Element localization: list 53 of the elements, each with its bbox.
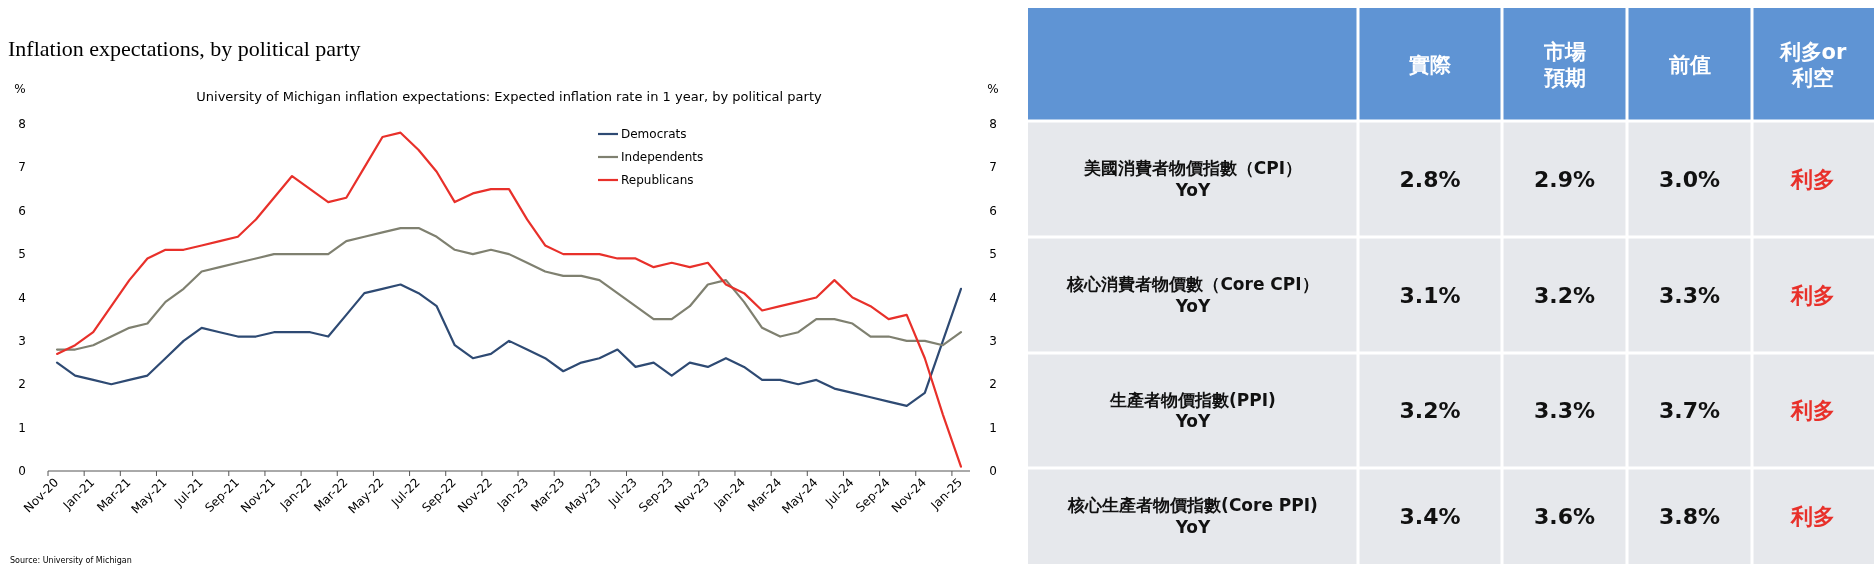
text: 3.0%	[1658, 166, 1721, 192]
category-label: 前值	[1667, 53, 1711, 78]
legend-label: Independents	[621, 150, 704, 164]
text: 利多	[1791, 282, 1835, 308]
text: 2.9%	[1533, 166, 1596, 192]
text: 3.2%	[1533, 282, 1596, 308]
chart-title: Inflation expectations, by political party	[8, 36, 361, 61]
y2-tick-label: 3	[989, 333, 997, 348]
y2-tick-label: 4	[989, 290, 997, 305]
text: 利多	[1791, 398, 1835, 424]
y-tick-label: 1	[18, 420, 26, 435]
y-tick-label: 6	[18, 203, 26, 218]
y-tick-label: 7	[18, 160, 26, 175]
y2-tick-label: 8	[989, 117, 997, 131]
text: 3.6%	[1533, 503, 1596, 529]
text: 利多	[1791, 166, 1835, 192]
y-tick-label: 0	[18, 464, 26, 478]
y-axis-title: %	[14, 82, 26, 96]
text: 3.4%	[1399, 503, 1461, 529]
text: 2.8%	[1399, 166, 1461, 192]
category-label: 核心消費者物價數（Core CPI） YoY	[1067, 274, 1319, 316]
category-label: 生產者物價指數(PPI) YoY	[1110, 389, 1276, 432]
text: 3.1%	[1399, 282, 1461, 308]
category-label: 利多or利空	[1778, 39, 1848, 91]
source-note: Source: University of Michigan	[10, 556, 132, 565]
text: 3.3%	[1533, 398, 1596, 424]
text: 3.8%	[1658, 503, 1721, 529]
y2-tick-label: 2	[989, 377, 997, 392]
y-tick-label: 4	[18, 290, 26, 305]
category-label: 市場預期	[1542, 39, 1586, 91]
line-series	[55, 227, 963, 351]
y-tick-label: 2	[18, 377, 26, 392]
y2-tick-label: 0	[989, 464, 997, 478]
category-label: 核心生產者物價指數(Core PPI) YoY	[1068, 495, 1318, 537]
legend-label: Republicans	[621, 173, 694, 187]
text: 3.2%	[1399, 398, 1461, 424]
text: 3.7%	[1658, 398, 1721, 424]
category-label: 實際	[1409, 53, 1452, 78]
chart-subtitle: University of Michigan inflation expectations: Expected inflation rate in 1 year, by political party	[196, 89, 822, 104]
y2-tick-label: 6	[989, 203, 997, 218]
y2-tick-label: 5	[989, 247, 997, 262]
category-label: 美國消費者物價指數（CPI） YoY	[1083, 158, 1303, 200]
y-tick-label: 3	[18, 333, 26, 348]
y2-tick-label: 1	[989, 420, 997, 435]
line-series	[55, 131, 963, 468]
y-tick-label: 5	[18, 247, 26, 262]
line-series	[55, 283, 963, 408]
legend-label: Democrats	[621, 127, 687, 141]
text: 利多	[1791, 503, 1835, 529]
y-tick-label: 8	[18, 117, 26, 131]
y2-tick-label: 7	[989, 160, 997, 175]
text: 3.3%	[1658, 282, 1721, 308]
y2-axis-title: %	[987, 82, 999, 96]
